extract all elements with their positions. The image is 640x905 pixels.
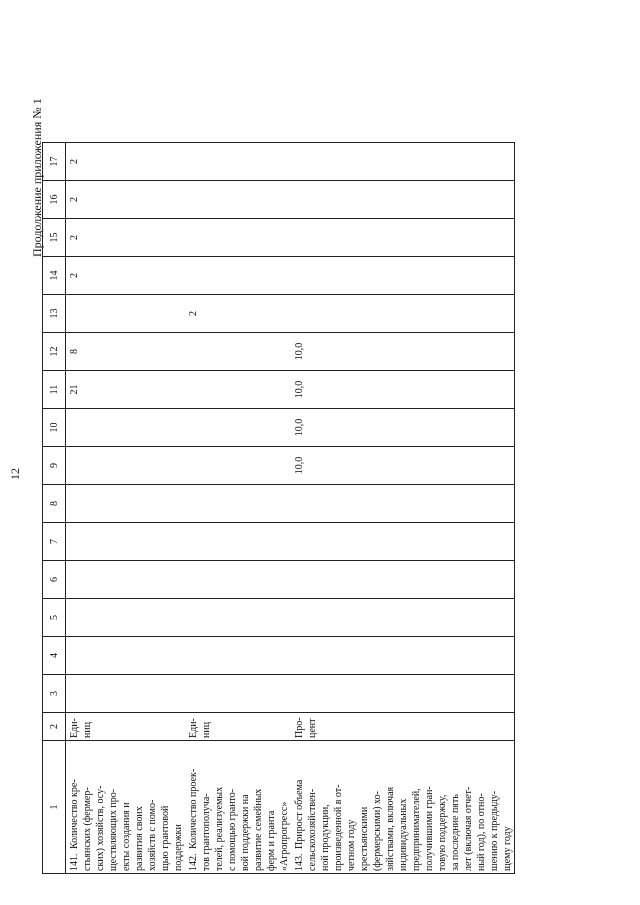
value-cell-col-16 — [291, 180, 515, 219]
indicator-name-cell: 143.Прирост объема сельскохозяйствен- но… — [291, 740, 515, 874]
column-header: 7 — [42, 522, 66, 561]
row-number: 142. — [188, 853, 199, 872]
indicator-name: Количество кре- стьянских (фермер- ских)… — [69, 779, 184, 871]
value-cell-col-12: 10,0 — [291, 332, 515, 371]
value-cell-col-15: 2 — [65, 218, 185, 257]
value-cell-col-4 — [185, 636, 291, 675]
column-header: 13 — [42, 294, 66, 333]
column-header: 10 — [42, 408, 66, 447]
row-number: 143. — [294, 853, 305, 872]
indicator-name: Количество проек- тов грантополуча- теле… — [188, 768, 290, 871]
value-cell-col-4 — [291, 636, 515, 675]
value-cell-col-6 — [65, 560, 185, 599]
table-row: 141.Количество кре- стьянских (фермер- с… — [65, 142, 185, 874]
value-cell-col-13 — [65, 294, 185, 333]
column-header: 1 — [42, 740, 66, 874]
value-cell-col-8 — [291, 484, 515, 523]
header-row: 1 2 3 4 5 6 7 8 9 10 11 12 13 14 15 16 1 — [42, 142, 66, 874]
column-header: 14 — [42, 256, 66, 295]
value-cell-col-15 — [185, 218, 291, 257]
value-cell-col-3 — [291, 674, 515, 713]
value-cell-col-14 — [291, 256, 515, 295]
value-cell-col-6 — [291, 560, 515, 599]
value-cell-col-16: 2 — [65, 180, 185, 219]
value-cell-col-11 — [185, 370, 291, 409]
indicator-name-cell: 141.Количество кре- стьянских (фермер- с… — [65, 740, 185, 874]
value-cell-col-13 — [291, 294, 515, 333]
value-cell-col-8 — [185, 484, 291, 523]
value-cell-col-6 — [185, 560, 291, 599]
table-body: 141.Количество кре- стьянских (фермер- с… — [65, 142, 515, 874]
value-cell-col-10: 10,0 — [291, 408, 515, 447]
value-cell-col-17: 2 — [65, 142, 185, 181]
row-number: 141. — [69, 853, 80, 872]
unit-cell: Про- цент — [291, 712, 515, 741]
column-header: 2 — [42, 712, 66, 741]
value-cell-col-5 — [291, 598, 515, 637]
value-cell-col-5 — [65, 598, 185, 637]
value-cell-col-12: 8 — [65, 332, 185, 371]
column-header: 5 — [42, 598, 66, 637]
column-header: 16 — [42, 180, 66, 219]
value-cell-col-13: 2 — [185, 294, 291, 333]
indicator-name-cell: 142.Количество проек- тов грантополуча- … — [185, 740, 291, 874]
value-cell-col-10 — [65, 408, 185, 447]
value-cell-col-4 — [65, 636, 185, 675]
column-header: 12 — [42, 332, 66, 371]
column-header: 11 — [42, 370, 66, 409]
value-cell-col-7 — [185, 522, 291, 561]
value-cell-col-9 — [65, 446, 185, 485]
indicator-name: Прирост объема сельскохозяйствен- ной пр… — [294, 779, 513, 871]
column-header: 17 — [42, 142, 66, 181]
table-row: 143.Прирост объема сельскохозяйствен- но… — [291, 142, 515, 874]
column-header: 4 — [42, 636, 66, 675]
column-header: 8 — [42, 484, 66, 523]
indicators-table: 1 2 3 4 5 6 7 8 9 10 11 12 13 14 15 16 1 — [42, 142, 515, 874]
value-cell-col-7 — [291, 522, 515, 561]
value-cell-col-15 — [291, 218, 515, 257]
value-cell-col-11: 21 — [65, 370, 185, 409]
unit-cell: Еди- ниц — [65, 712, 185, 741]
value-cell-col-9 — [185, 446, 291, 485]
value-cell-col-3 — [185, 674, 291, 713]
column-header: 9 — [42, 446, 66, 485]
value-cell-col-17 — [291, 142, 515, 181]
value-cell-col-14 — [185, 256, 291, 295]
value-cell-col-5 — [185, 598, 291, 637]
column-header: 3 — [42, 674, 66, 713]
unit-cell: Еди- ниц — [185, 712, 291, 741]
value-cell-col-8 — [65, 484, 185, 523]
value-cell-col-17 — [185, 142, 291, 181]
table-row: 142.Количество проек- тов грантополуча- … — [185, 142, 291, 874]
value-cell-col-12 — [185, 332, 291, 371]
value-cell-col-14: 2 — [65, 256, 185, 295]
page-number: 12 — [8, 468, 22, 480]
value-cell-col-3 — [65, 674, 185, 713]
value-cell-col-16 — [185, 180, 291, 219]
value-cell-col-7 — [65, 522, 185, 561]
value-cell-col-9: 10,0 — [291, 446, 515, 485]
column-header: 6 — [42, 560, 66, 599]
value-cell-col-10 — [185, 408, 291, 447]
value-cell-col-11: 10,0 — [291, 370, 515, 409]
column-header: 15 — [42, 218, 66, 257]
